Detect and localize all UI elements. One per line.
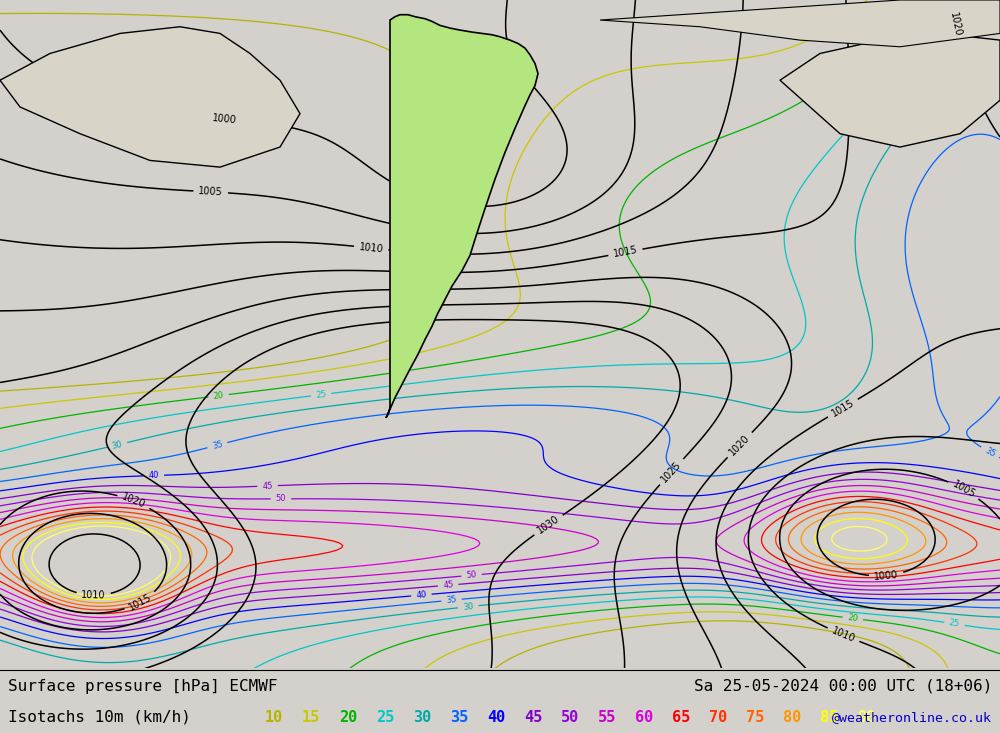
Text: 1015: 1015: [612, 245, 638, 259]
Text: 20: 20: [213, 391, 224, 401]
Text: 1020: 1020: [120, 492, 147, 510]
Text: 90: 90: [857, 710, 875, 725]
Text: 35: 35: [211, 440, 224, 451]
Text: 1005: 1005: [198, 186, 223, 198]
Text: 70: 70: [709, 710, 727, 725]
Text: 1020: 1020: [948, 12, 963, 37]
Text: 1030: 1030: [536, 514, 561, 536]
Polygon shape: [0, 26, 300, 167]
Text: Isotachs 10m (km/h): Isotachs 10m (km/h): [8, 710, 191, 725]
Text: 60: 60: [635, 710, 653, 725]
Polygon shape: [386, 15, 538, 418]
Text: 25: 25: [376, 710, 394, 725]
Text: 10: 10: [265, 710, 283, 725]
Polygon shape: [600, 0, 1000, 47]
Text: 30: 30: [462, 602, 474, 612]
Text: 40: 40: [416, 590, 427, 600]
Text: 45: 45: [524, 710, 542, 725]
Text: 1025: 1025: [660, 460, 684, 485]
Text: 50: 50: [561, 710, 579, 725]
Text: 45: 45: [443, 581, 454, 590]
Text: 1010: 1010: [830, 625, 857, 644]
Text: 1020: 1020: [728, 432, 752, 457]
Text: 75: 75: [746, 710, 764, 725]
Text: 30: 30: [413, 710, 431, 725]
Text: @weatheronline.co.uk: @weatheronline.co.uk: [832, 710, 992, 723]
Text: 1010: 1010: [359, 242, 384, 254]
Text: 55: 55: [598, 710, 616, 725]
Text: 35: 35: [446, 595, 457, 605]
Text: 50: 50: [466, 570, 477, 581]
Text: 1015: 1015: [127, 592, 154, 612]
Text: 1000: 1000: [874, 570, 899, 581]
Text: 35: 35: [983, 446, 997, 459]
Text: Surface pressure [hPa] ECMWF: Surface pressure [hPa] ECMWF: [8, 679, 278, 694]
Polygon shape: [386, 15, 538, 418]
Text: 25: 25: [315, 389, 327, 399]
Text: 20: 20: [339, 710, 357, 725]
Text: 1000: 1000: [211, 113, 237, 125]
Text: 1005: 1005: [951, 479, 977, 500]
Text: 85: 85: [820, 710, 838, 725]
Text: 1010: 1010: [81, 590, 106, 600]
Text: 80: 80: [783, 710, 801, 725]
Text: 30: 30: [111, 439, 123, 451]
Text: 25: 25: [949, 619, 960, 629]
Text: 50: 50: [276, 494, 286, 504]
Text: 45: 45: [262, 482, 273, 490]
Text: 35: 35: [450, 710, 468, 725]
Text: 1015: 1015: [830, 397, 856, 419]
Text: 40: 40: [148, 471, 159, 480]
Text: Sa 25-05-2024 00:00 UTC (18+06): Sa 25-05-2024 00:00 UTC (18+06): [694, 679, 992, 694]
Text: 15: 15: [302, 710, 320, 725]
Text: 40: 40: [487, 710, 505, 725]
Text: 20: 20: [847, 614, 859, 624]
Polygon shape: [780, 34, 1000, 147]
Text: 65: 65: [672, 710, 690, 725]
